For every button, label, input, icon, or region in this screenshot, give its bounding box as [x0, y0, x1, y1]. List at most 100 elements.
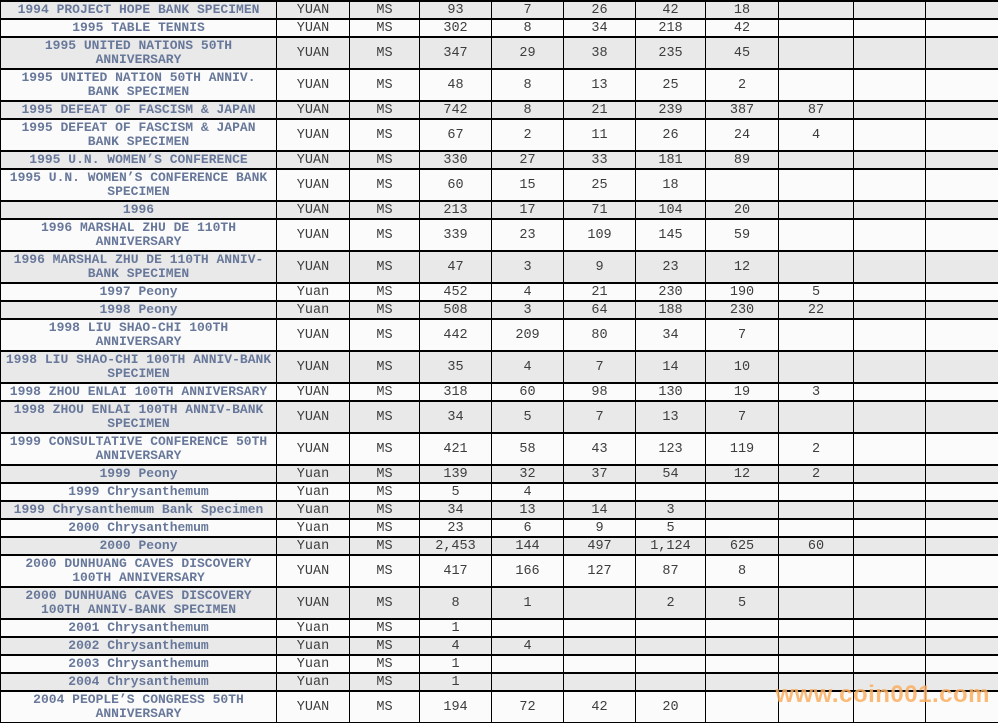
- population-value-cell: [853, 118, 926, 152]
- table-row: 2003 Chrysanthemum Yuan MS 1: [0, 654, 998, 674]
- population-value-cell: 1,124: [635, 536, 706, 556]
- table-row: 2000 Peony Yuan MS 2,453 144 497 1,124 625 60: [0, 536, 998, 556]
- table-row: 2004 Chrysanthemum Yuan MS 1: [0, 672, 998, 692]
- population-value-cell: [778, 554, 854, 588]
- population-value-cell: [925, 464, 998, 484]
- population-value-cell: 59: [705, 218, 779, 252]
- population-value-cell: [563, 586, 636, 620]
- population-value-cell: [853, 68, 926, 102]
- population-value-cell: [853, 618, 926, 638]
- population-value-cell: 17: [491, 200, 564, 220]
- grade-cell: MS: [349, 586, 420, 620]
- population-value-cell: [925, 300, 998, 320]
- population-value-cell: [778, 36, 854, 70]
- population-value-cell: 58: [491, 432, 564, 466]
- population-value-cell: [853, 654, 926, 674]
- coin-description: 1998 ZHOU ENLAI 100TH ANNIVERSARY: [0, 382, 277, 402]
- population-value-cell: [705, 482, 779, 502]
- population-value-cell: 15: [491, 168, 564, 202]
- population-value-cell: [853, 168, 926, 202]
- population-value-cell: 1: [419, 618, 492, 638]
- grade-cell: MS: [349, 382, 420, 402]
- population-value-cell: 87: [635, 554, 706, 588]
- denomination-cell: Yuan: [276, 282, 350, 302]
- table-row: 2000 DUNHUANG CAVES DISCOVERY 100TH ANNI…: [0, 554, 998, 588]
- denomination-cell: YUAN: [276, 586, 350, 620]
- coin-description: 1999 CONSULTATIVE CONFERENCE 50TH ANNIVE…: [0, 432, 277, 466]
- coin-description: 1998 ZHOU ENLAI 100TH ANNIV-BANK SPECIME…: [0, 400, 277, 434]
- population-value-cell: [925, 250, 998, 284]
- population-value-cell: 7: [563, 400, 636, 434]
- grade-cell: MS: [349, 18, 420, 38]
- population-value-cell: 497: [563, 536, 636, 556]
- population-value-cell: 48: [419, 68, 492, 102]
- denomination-cell: YUAN: [276, 36, 350, 70]
- table-row: 2004 PEOPLE’S CONGRESS 50TH ANNIVERSARY Y…: [0, 690, 998, 723]
- population-value-cell: 4: [491, 482, 564, 502]
- population-value-cell: [635, 482, 706, 502]
- population-value-cell: 34: [563, 18, 636, 38]
- population-value-cell: [925, 382, 998, 402]
- population-value-cell: 3: [491, 300, 564, 320]
- population-value-cell: [853, 518, 926, 538]
- population-value-cell: 42: [563, 690, 636, 723]
- population-value-cell: 104: [635, 200, 706, 220]
- population-value-cell: 5: [778, 282, 854, 302]
- population-value-cell: 23: [635, 250, 706, 284]
- population-value-cell: 8: [491, 18, 564, 38]
- population-value-cell: [853, 300, 926, 320]
- denomination-cell: YUAN: [276, 18, 350, 38]
- population-value-cell: 166: [491, 554, 564, 588]
- population-value-cell: 9: [563, 250, 636, 284]
- population-value-cell: [925, 0, 998, 20]
- population-value-cell: [853, 18, 926, 38]
- coin-description: 2001 Chrysanthemum: [0, 618, 277, 638]
- population-value-cell: [563, 654, 636, 674]
- population-value-cell: 7: [491, 0, 564, 20]
- population-value-cell: 4: [491, 350, 564, 384]
- population-value-cell: 9: [563, 518, 636, 538]
- population-value-cell: [778, 482, 854, 502]
- population-value-cell: [925, 636, 998, 656]
- population-value-cell: [491, 618, 564, 638]
- population-value-cell: 43: [563, 432, 636, 466]
- population-value-cell: 213: [419, 200, 492, 220]
- population-value-cell: [853, 554, 926, 588]
- population-value-cell: 25: [635, 68, 706, 102]
- population-value-cell: 8: [705, 554, 779, 588]
- denomination-cell: YUAN: [276, 432, 350, 466]
- population-value-cell: 18: [635, 168, 706, 202]
- population-value-cell: 188: [635, 300, 706, 320]
- grade-cell: MS: [349, 68, 420, 102]
- grade-cell: MS: [349, 218, 420, 252]
- population-value-cell: 181: [635, 150, 706, 170]
- population-value-cell: [563, 618, 636, 638]
- population-value-cell: 2: [491, 118, 564, 152]
- population-value-cell: [778, 690, 854, 723]
- population-value-cell: [925, 150, 998, 170]
- population-value-cell: [563, 636, 636, 656]
- population-value-cell: [925, 690, 998, 723]
- coin-description: 1995 TABLE TENNIS: [0, 18, 277, 38]
- coin-description: 1999 Chrysanthemum Bank Specimen: [0, 500, 277, 520]
- population-value-cell: 42: [635, 0, 706, 20]
- population-value-cell: 339: [419, 218, 492, 252]
- denomination-cell: Yuan: [276, 482, 350, 502]
- population-value-cell: [705, 518, 779, 538]
- population-value-cell: 47: [419, 250, 492, 284]
- table-row: 1995 U.N. WOMEN’S CONFERENCE YUAN MS 330 27 3…: [0, 150, 998, 170]
- table-row: 1998 Peony Yuan MS 508 3 64 188 230 22: [0, 300, 998, 320]
- denomination-cell: Yuan: [276, 618, 350, 638]
- population-value-cell: 387: [705, 100, 779, 120]
- denomination-cell: YUAN: [276, 68, 350, 102]
- table-row: 1996 MARSHAL ZHU DE 110TH ANNIV- BANK SP…: [0, 250, 998, 284]
- denomination-cell: Yuan: [276, 536, 350, 556]
- table-row: 1995 U.N. WOMEN’S CONFERENCE BANK SPECIM…: [0, 168, 998, 202]
- population-value-cell: 13: [635, 400, 706, 434]
- denomination-cell: Yuan: [276, 672, 350, 692]
- population-value-cell: 24: [705, 118, 779, 152]
- coin-description: 1995 DEFEAT OF FASCISM & JAPAN BANK SPEC…: [0, 118, 277, 152]
- population-value-cell: 625: [705, 536, 779, 556]
- population-value-cell: [853, 482, 926, 502]
